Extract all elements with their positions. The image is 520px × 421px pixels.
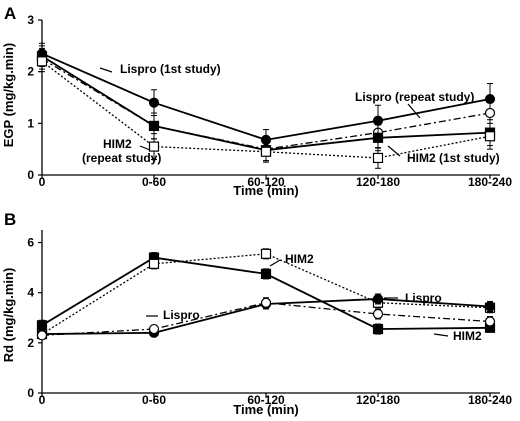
panel-a-data-point (148, 97, 160, 108)
panel-b-x-tick-label: 180-240 (468, 393, 512, 407)
panel-b-data-point (484, 301, 496, 312)
panel-a-annotation-lispro-1st: Lispro (1st study) (120, 62, 221, 76)
panel-a-data-point (36, 56, 48, 67)
panel-a-x-tick-label: 120-180 (356, 175, 400, 189)
panel-b-data-point (372, 293, 384, 305)
panel-b-data-point (260, 297, 272, 308)
panel-a-y-axis-label: EGP (mg/kg.min) (1, 43, 16, 148)
panel-a-annotation-repeat-study: (repeat study) (82, 151, 161, 165)
panel-a-y-tick-label: 3 (27, 13, 34, 27)
panel-b-data-point (372, 323, 384, 335)
panel-a-data-point (148, 141, 160, 152)
panel-a-y-tick-label: 1 (27, 116, 34, 130)
panel-a-annotation-him2: HIM2 (103, 137, 132, 151)
panel-a-x-tick-label: 180-240 (468, 175, 512, 189)
panel-a-data-point (148, 120, 160, 132)
panel-a-annotation-lispro-repeat: Lispro (repeat study) (355, 90, 474, 104)
panel-a-annotation-him2-1st: HIM2 (1st study) (407, 151, 500, 165)
panel-b-y-axis-label: Rd (mg/kg.min) (1, 268, 16, 363)
panel-b-leader-him2-bottom (433, 333, 449, 337)
panel-a-leader-him2-repeat (139, 145, 151, 151)
panel-a-leader-him2-1st (387, 145, 401, 157)
panel-b-data-point (148, 258, 160, 269)
panel-b-x-tick-label: 0 (39, 393, 46, 407)
panel-b-data-point (148, 323, 160, 335)
panel-b-data-point (36, 330, 48, 341)
panel-a-x-axis-label: Time (min) (233, 183, 299, 198)
panel-b-data-point (36, 320, 48, 331)
panel-b-annotation-him2-bottom: HIM2 (453, 329, 482, 343)
panel-b-x-tick-label: 0-60 (142, 393, 166, 407)
panel-b-y-tick-label: 0 (27, 386, 34, 400)
panel-a-data-point (260, 146, 272, 157)
panel-a-y-tick-label: 2 (27, 65, 34, 79)
panel-b-x-tick-label: 60-120 (247, 393, 285, 407)
panel-b-x-axis-label: Time (min) (233, 402, 299, 417)
panel-b-y-tick-label: 4 (27, 286, 34, 300)
panel-a-x-tick-label: 0-60 (142, 175, 166, 189)
panel-b-label: B (4, 210, 16, 229)
panel-b-data-point (260, 268, 272, 279)
panel-b-y-tick-label: 6 (27, 236, 34, 250)
panel-b-annotation-lispro-left: Lispro (163, 308, 200, 322)
panel-b-leader-him2-top (269, 259, 281, 267)
panel-a-data-point (484, 107, 496, 119)
panel-b-y-tick-label: 2 (27, 336, 34, 350)
panel-a-data-point (372, 132, 384, 143)
panel-b-data-point (260, 248, 272, 259)
panel-a-x-tick-label: 60-120 (247, 175, 285, 189)
panel-a-data-point (372, 152, 384, 164)
panel-b-annotation-him2-top: HIM2 (285, 252, 314, 266)
panel-b-x-tick-label: 120-180 (356, 393, 400, 407)
panel-b-data-point (484, 316, 496, 327)
panel-a-leader-lispro-repeat (407, 103, 421, 119)
panel-a-data-point (484, 131, 496, 142)
plot-layers: 0 1 2 3 0 0-60 60-120 120-180 180-240 0 2 4 6 0 0-60 60… (27, 13, 512, 407)
panel-a-label: A (4, 4, 16, 23)
panel-a-y-tick-label: 0 (27, 168, 34, 182)
panel-a-x-tick-label: 0 (39, 175, 46, 189)
panel-b-data-point (372, 308, 384, 320)
panel-a-leader-lispro-1st (99, 67, 113, 73)
